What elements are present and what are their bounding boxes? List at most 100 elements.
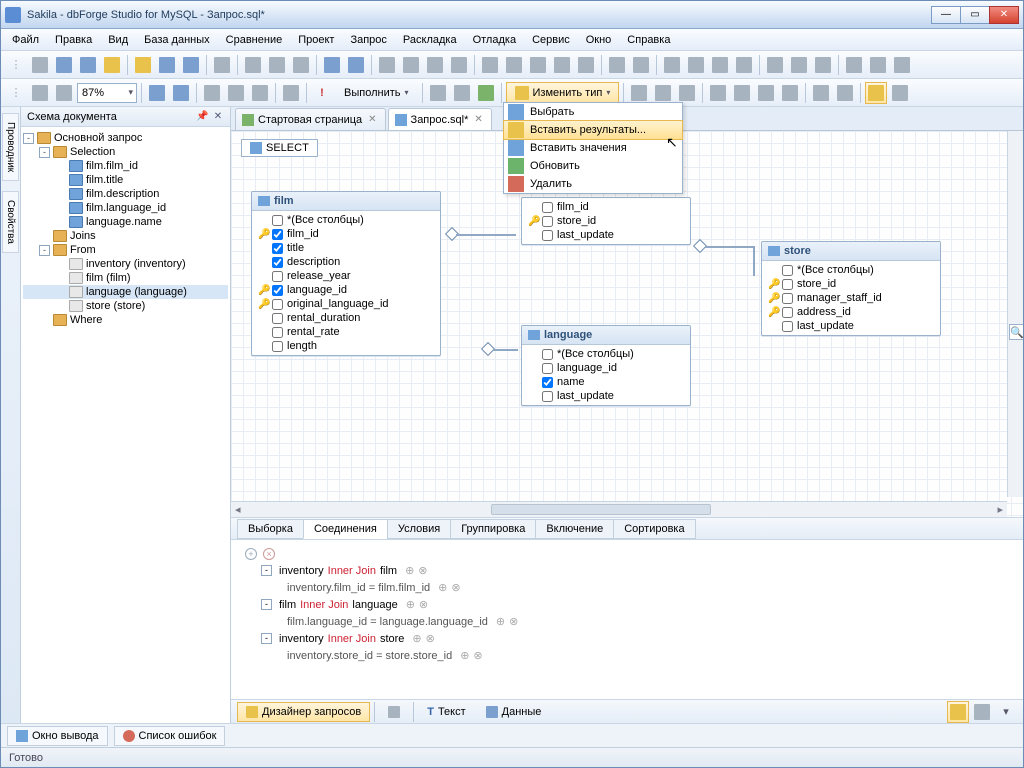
lower-tab[interactable]: Выборка bbox=[237, 519, 304, 539]
join-condition[interactable]: inventory.film_id = film.film_id ⊕ ⊗ bbox=[241, 579, 1013, 596]
join-row[interactable]: - inventory Inner Join store ⊕ ⊗ bbox=[241, 630, 1013, 647]
minimize-button[interactable]: — bbox=[931, 6, 961, 24]
column-row[interactable]: 🔑address_id bbox=[766, 305, 936, 319]
column-checkbox[interactable] bbox=[272, 341, 283, 352]
scroll-thumb[interactable] bbox=[491, 504, 711, 515]
zoom-combo[interactable]: 87% bbox=[77, 83, 137, 103]
cmp-icon-2[interactable] bbox=[630, 54, 652, 76]
doc-tab[interactable]: Запрос.sql*✕ bbox=[388, 108, 492, 130]
schema-tree[interactable]: -Основной запрос-Selectionfilm.film_idfi… bbox=[21, 127, 230, 723]
zoom-out-icon[interactable] bbox=[170, 82, 192, 104]
db-icon-4[interactable] bbox=[448, 54, 470, 76]
column-checkbox[interactable] bbox=[542, 216, 553, 227]
menu-item[interactable]: Вставить значения bbox=[504, 139, 682, 157]
tree-node[interactable]: language.name bbox=[23, 215, 228, 229]
add-row-icons[interactable]: +× bbox=[241, 546, 1013, 562]
cut-icon[interactable] bbox=[242, 54, 264, 76]
t2-icon-5[interactable] bbox=[731, 82, 753, 104]
tab-properties[interactable]: Свойства bbox=[2, 191, 19, 253]
commit-icon[interactable] bbox=[475, 82, 497, 104]
execute-button[interactable]: Выполнить▾ bbox=[335, 82, 418, 104]
doc-tab[interactable]: Стартовая страница✕ bbox=[235, 108, 386, 130]
misc-icon-8[interactable] bbox=[843, 54, 865, 76]
tb-btn-3[interactable] bbox=[101, 54, 123, 76]
column-row[interactable]: name bbox=[526, 375, 686, 389]
t2-icon-2[interactable] bbox=[652, 82, 674, 104]
joins-pane[interactable]: +× - inventory Inner Join film ⊕ ⊗invent… bbox=[231, 539, 1023, 699]
column-row[interactable]: *(Все столбцы) bbox=[256, 213, 436, 227]
column-checkbox[interactable] bbox=[782, 279, 793, 290]
copy-icon[interactable] bbox=[266, 54, 288, 76]
column-checkbox[interactable] bbox=[782, 293, 793, 304]
tree-node[interactable]: Joins bbox=[23, 229, 228, 243]
column-row[interactable]: 🔑store_id bbox=[766, 277, 936, 291]
change-type-menu[interactable]: ВыбратьВставить результаты...Вставить зн… bbox=[503, 102, 683, 194]
column-row[interactable]: 🔑manager_staff_id bbox=[766, 291, 936, 305]
grid-icon-5[interactable] bbox=[575, 54, 597, 76]
column-row[interactable]: rental_duration bbox=[256, 311, 436, 325]
tab-split-icon[interactable] bbox=[379, 702, 409, 722]
vertical-scrollbar[interactable] bbox=[1007, 131, 1023, 497]
misc-icon-4[interactable] bbox=[733, 54, 755, 76]
menu-Сервис[interactable]: Сервис bbox=[525, 32, 577, 48]
tool-a-icon[interactable] bbox=[201, 82, 223, 104]
tree-node[interactable]: film.title bbox=[23, 173, 228, 187]
print-icon[interactable] bbox=[211, 54, 233, 76]
menu-Раскладка[interactable]: Раскладка bbox=[396, 32, 464, 48]
column-checkbox[interactable] bbox=[272, 215, 283, 226]
tab-explorer[interactable]: Проводник bbox=[2, 113, 19, 181]
menu-Справка[interactable]: Справка bbox=[620, 32, 677, 48]
tab-output[interactable]: Окно вывода bbox=[7, 726, 108, 746]
lower-tab[interactable]: Соединения bbox=[303, 519, 388, 539]
misc-icon-7[interactable] bbox=[812, 54, 834, 76]
cmp-icon-1[interactable] bbox=[606, 54, 628, 76]
menu-Вид[interactable]: Вид bbox=[101, 32, 135, 48]
tab-data[interactable]: Данные bbox=[477, 702, 551, 722]
db-icon-1[interactable] bbox=[376, 54, 398, 76]
close-tab-icon[interactable]: ✕ bbox=[474, 114, 482, 125]
pin-icon[interactable]: 📌 bbox=[196, 111, 208, 122]
lower-tab[interactable]: Включение bbox=[535, 519, 614, 539]
lower-tab[interactable]: Сортировка bbox=[613, 519, 695, 539]
join-condition[interactable]: inventory.store_id = store.store_id ⊕ ⊗ bbox=[241, 647, 1013, 664]
menu-Проект[interactable]: Проект bbox=[291, 32, 341, 48]
tb-btn-1[interactable] bbox=[53, 54, 75, 76]
close-button[interactable]: ✕ bbox=[989, 6, 1019, 24]
layout-btn-1[interactable] bbox=[947, 701, 969, 723]
column-checkbox[interactable] bbox=[542, 202, 553, 213]
debug-icon[interactable] bbox=[451, 82, 473, 104]
column-checkbox[interactable] bbox=[272, 229, 283, 240]
tool-c-icon[interactable] bbox=[249, 82, 271, 104]
column-row[interactable]: *(Все столбцы) bbox=[526, 347, 686, 361]
column-row[interactable]: 🔑film_id bbox=[256, 227, 436, 241]
tree-node[interactable]: film.language_id bbox=[23, 201, 228, 215]
tree-node[interactable]: -Selection bbox=[23, 145, 228, 159]
column-checkbox[interactable] bbox=[542, 377, 553, 388]
column-row[interactable]: title bbox=[256, 241, 436, 255]
join-condition[interactable]: film.language_id = language.language_id … bbox=[241, 613, 1013, 630]
column-checkbox[interactable] bbox=[782, 265, 793, 276]
toolbar-handle-2[interactable]: ⋮ bbox=[5, 82, 27, 104]
t2-icon-6[interactable] bbox=[755, 82, 777, 104]
menu-item[interactable]: Выбрать bbox=[504, 103, 682, 121]
search-glass-icon[interactable]: 🔍 bbox=[1009, 324, 1023, 340]
toolbar-handle[interactable]: ⋮ bbox=[5, 54, 27, 76]
column-row[interactable]: last_update bbox=[526, 389, 686, 403]
tree-node[interactable]: inventory (inventory) bbox=[23, 257, 228, 271]
column-row[interactable]: last_update bbox=[526, 228, 686, 242]
lower-tab[interactable]: Группировка bbox=[450, 519, 536, 539]
column-checkbox[interactable] bbox=[272, 299, 283, 310]
maximize-button[interactable]: ▭ bbox=[960, 6, 990, 24]
column-checkbox[interactable] bbox=[782, 321, 793, 332]
t2-icon-7[interactable] bbox=[779, 82, 801, 104]
tree-node[interactable]: film.description bbox=[23, 187, 228, 201]
tab-errors[interactable]: Список ошибок bbox=[114, 726, 226, 746]
column-row[interactable]: description bbox=[256, 255, 436, 269]
tool-b-icon[interactable] bbox=[225, 82, 247, 104]
sql-icon[interactable] bbox=[29, 54, 51, 76]
menu-item[interactable]: Обновить bbox=[504, 157, 682, 175]
grid-icon-1[interactable] bbox=[479, 54, 501, 76]
misc-icon-6[interactable] bbox=[788, 54, 810, 76]
column-checkbox[interactable] bbox=[542, 349, 553, 360]
zoom-in-icon[interactable] bbox=[146, 82, 168, 104]
